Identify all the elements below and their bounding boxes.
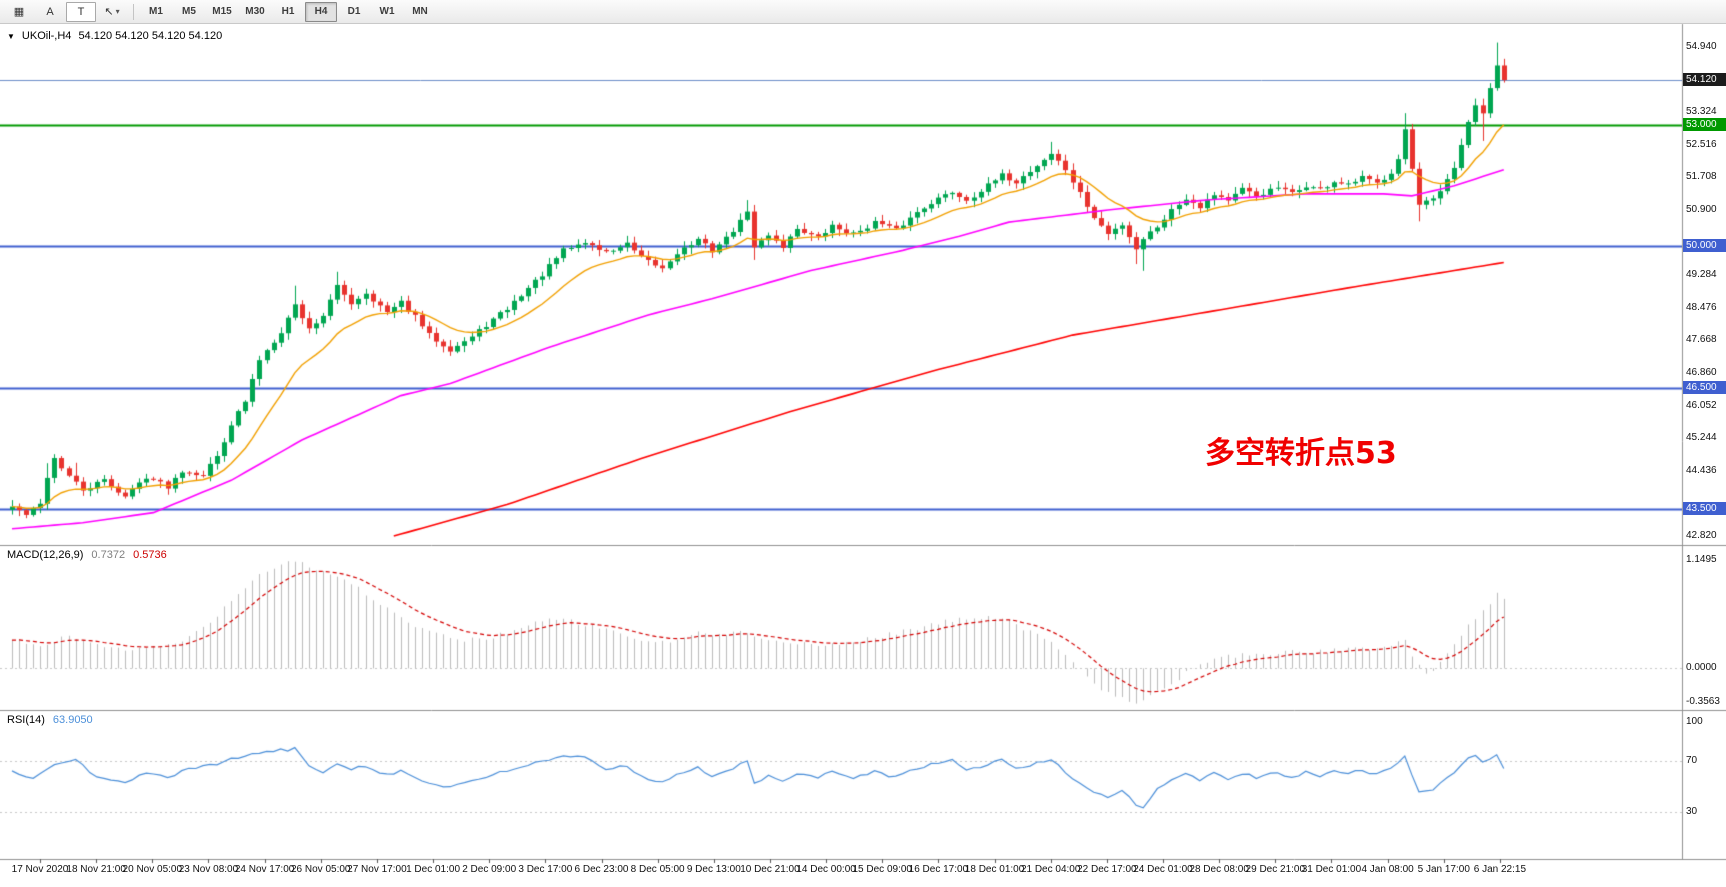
timeframe-button-m5[interactable]: M5 xyxy=(182,6,196,17)
dropdown-arrow-icon[interactable]: ▾ xyxy=(115,7,120,16)
arrow-a-tool-button[interactable]: A xyxy=(46,5,54,18)
macd-signal-value: 0.5736 xyxy=(133,549,167,561)
toolbar-timeframes-group: M1 M5 M15 M30 H1 H4 D1 W1 MN xyxy=(140,1,436,22)
macd-indicator-label: MACD(12,26,9) xyxy=(7,549,84,561)
timeframe-button-m1[interactable]: M1 xyxy=(149,6,163,17)
toolbar-separator xyxy=(133,3,134,20)
chart-annotation-text[interactable]: 多空转折点53 xyxy=(1205,436,1397,471)
chart-menu-icon[interactable]: ▼ xyxy=(7,31,15,41)
timeframe-button-h4[interactable]: H4 xyxy=(305,1,337,22)
chart-title: ▼ UKOil-,H4 54.120 54.120 54.120 54.120 xyxy=(7,30,222,42)
grid-tool-button[interactable]: ▦ xyxy=(13,6,25,18)
timeframe-button-m30[interactable]: M30 xyxy=(245,6,265,17)
timeframe-button-m15[interactable]: M15 xyxy=(212,6,232,17)
timeframe-button-mn[interactable]: MN xyxy=(412,6,428,17)
toolbar-tools-group: ▦ A T ↖ ▾ xyxy=(4,1,127,22)
rsi-value: 63.9050 xyxy=(52,714,93,726)
chart-ohlc-values: 54.120 54.120 54.120 54.120 xyxy=(78,30,223,42)
timeframe-button-d1[interactable]: D1 xyxy=(347,6,361,17)
macd-main-value: 0.7372 xyxy=(91,549,126,561)
timeframe-button-w1[interactable]: W1 xyxy=(379,6,395,17)
cursor-tool-button[interactable]: ↖ ▾ xyxy=(104,6,120,18)
rsi-indicator-label: RSI(14) xyxy=(7,714,45,726)
chart-symbol-label: UKOil-,H4 xyxy=(21,30,72,42)
toolbar: ▦ A T ↖ ▾ M1 M5 M15 M30 H1 H4 D1 W1 MN xyxy=(0,0,1726,24)
text-tool-button[interactable]: T xyxy=(66,1,96,22)
rsi-label-row: RSI(14) 63.9050 xyxy=(7,714,93,726)
macd-label-row: MACD(12,26,9) 0.7372 0.5736 xyxy=(7,549,167,561)
timeframe-button-h1[interactable]: H1 xyxy=(281,6,295,17)
